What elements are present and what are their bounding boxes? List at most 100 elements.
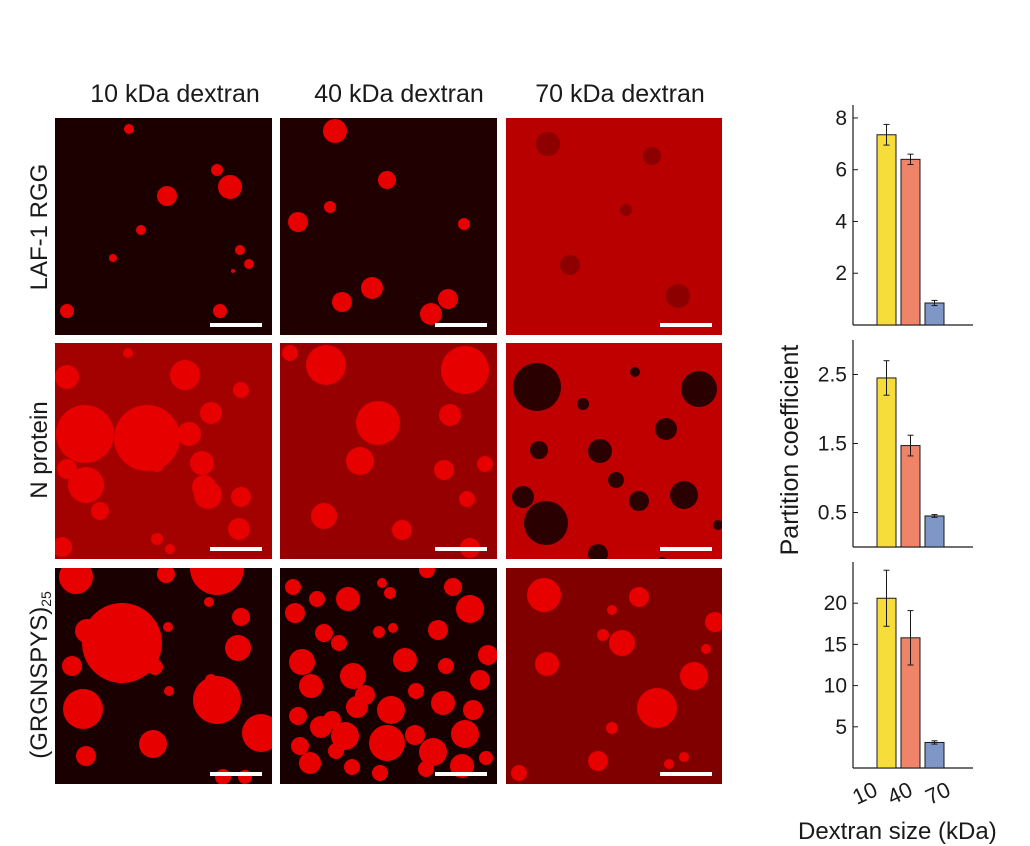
- bar-chart-3: 5 10 15 20: [824, 562, 973, 769]
- panel-background: [55, 118, 272, 335]
- droplet: [384, 587, 396, 599]
- y-tick-label: 2.5: [818, 364, 847, 387]
- droplet: [513, 363, 561, 411]
- droplet: [344, 759, 360, 775]
- column-label-10kda: 10 kDa dextran: [90, 80, 260, 108]
- droplet: [637, 688, 677, 728]
- micrograph-laf1-10kda: [55, 118, 272, 335]
- droplet: [228, 518, 250, 540]
- error-bar: [883, 569, 890, 627]
- droplet: [369, 725, 405, 761]
- error-bar: [931, 514, 938, 518]
- droplet: [231, 269, 235, 273]
- droplet: [68, 467, 104, 503]
- panel-canvas: [506, 118, 722, 335]
- droplet: [477, 456, 493, 472]
- droplet: [285, 603, 305, 623]
- droplet: [588, 439, 612, 463]
- droplet: [288, 212, 308, 232]
- droplet: [405, 725, 425, 745]
- droplet: [434, 460, 454, 480]
- droplet: [242, 714, 272, 752]
- row-label-nprotein: N protein: [26, 401, 53, 499]
- droplet: [393, 648, 417, 672]
- droplet: [670, 481, 698, 509]
- y-tick-label: 20: [824, 592, 847, 615]
- droplet: [165, 544, 175, 554]
- droplet: [91, 502, 109, 520]
- droplet: [535, 652, 559, 676]
- panel-canvas: [280, 568, 497, 784]
- droplet: [459, 491, 475, 507]
- droplet: [124, 124, 134, 134]
- droplet: [213, 304, 227, 318]
- y-tick-label: 4: [835, 210, 847, 233]
- droplet: [629, 587, 649, 607]
- droplet: [607, 605, 617, 615]
- droplet: [658, 557, 666, 559]
- droplet: [309, 591, 325, 607]
- droplet: [157, 186, 177, 206]
- y-tick-label: 0.5: [818, 502, 847, 525]
- droplet: [109, 254, 117, 262]
- column-label-40kda: 40 kDa dextran: [314, 80, 484, 108]
- droplet: [56, 405, 114, 463]
- droplet: [232, 608, 250, 626]
- droplet: [428, 620, 448, 640]
- scale-bar: [660, 323, 712, 327]
- droplet: [235, 245, 245, 255]
- y-tick-label: 5: [835, 716, 847, 739]
- panel-canvas: [55, 568, 272, 784]
- droplet: [456, 595, 484, 623]
- droplet: [328, 743, 344, 759]
- droplet: [311, 503, 337, 529]
- droplet: [664, 759, 674, 769]
- droplet: [577, 398, 589, 410]
- x-axis-label: Dextran size (kDa): [798, 818, 997, 845]
- droplet: [713, 520, 722, 530]
- droplet: [282, 345, 298, 361]
- droplet: [285, 579, 301, 595]
- micrograph-grgnspys-40kda: [280, 568, 497, 784]
- droplet: [340, 663, 366, 689]
- panel-canvas: [280, 118, 497, 335]
- droplet: [479, 751, 493, 765]
- droplet: [190, 451, 214, 475]
- droplet: [439, 404, 461, 426]
- bar-70kda: [924, 302, 945, 326]
- droplet: [392, 520, 412, 540]
- droplet: [136, 225, 146, 235]
- droplet: [147, 659, 163, 675]
- bar-70kda: [924, 741, 945, 769]
- droplet: [419, 568, 435, 578]
- droplet: [315, 624, 333, 642]
- droplet: [291, 737, 309, 755]
- droplet: [331, 722, 359, 750]
- x-tick-label: 70: [921, 777, 954, 810]
- scale-bar: [660, 547, 712, 551]
- droplet: [289, 649, 315, 675]
- scale-bar: [210, 547, 262, 551]
- droplet: [62, 656, 82, 676]
- droplet: [114, 405, 180, 471]
- droplet: [536, 132, 560, 156]
- scale-bar: [210, 323, 262, 327]
- droplet: [177, 422, 201, 446]
- y-tick-label: 10: [824, 675, 847, 698]
- droplet: [588, 751, 608, 771]
- droplet: [324, 201, 336, 213]
- droplet: [218, 175, 242, 199]
- panel-canvas: [280, 343, 497, 559]
- bar-40kda: [900, 445, 921, 548]
- droplet: [200, 402, 222, 424]
- scale-bar: [435, 323, 487, 327]
- droplet: [310, 716, 332, 738]
- micrograph-grgnspys-70kda: [506, 568, 722, 784]
- droplet: [306, 345, 346, 385]
- droplet: [193, 676, 241, 724]
- panel-canvas: [55, 343, 272, 559]
- error-bar: [883, 123, 890, 146]
- micrograph-laf1-40kda: [280, 118, 497, 335]
- bar-10kda: [876, 134, 897, 326]
- scale-bar: [435, 547, 487, 551]
